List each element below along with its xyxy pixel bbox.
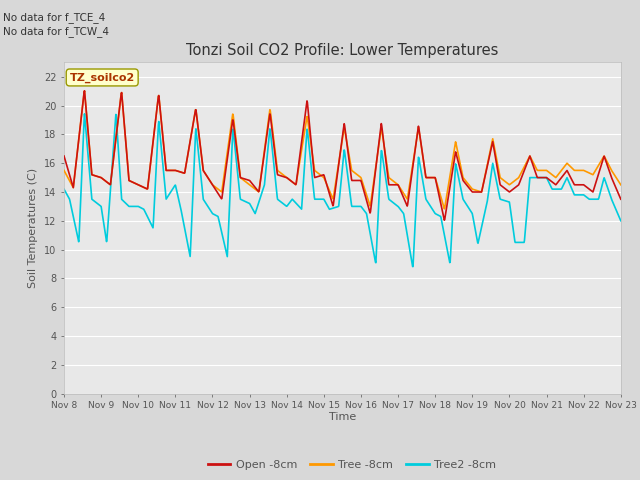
Text: TZ_soilco2: TZ_soilco2 (70, 72, 135, 83)
Y-axis label: Soil Temperatures (C): Soil Temperatures (C) (28, 168, 38, 288)
Text: No data for f_TCW_4: No data for f_TCW_4 (3, 26, 109, 37)
Title: Tonzi Soil CO2 Profile: Lower Temperatures: Tonzi Soil CO2 Profile: Lower Temperatur… (186, 44, 499, 59)
Text: No data for f_TCE_4: No data for f_TCE_4 (3, 12, 106, 23)
Legend: Open -8cm, Tree -8cm, Tree2 -8cm: Open -8cm, Tree -8cm, Tree2 -8cm (204, 456, 500, 474)
X-axis label: Time: Time (329, 412, 356, 421)
